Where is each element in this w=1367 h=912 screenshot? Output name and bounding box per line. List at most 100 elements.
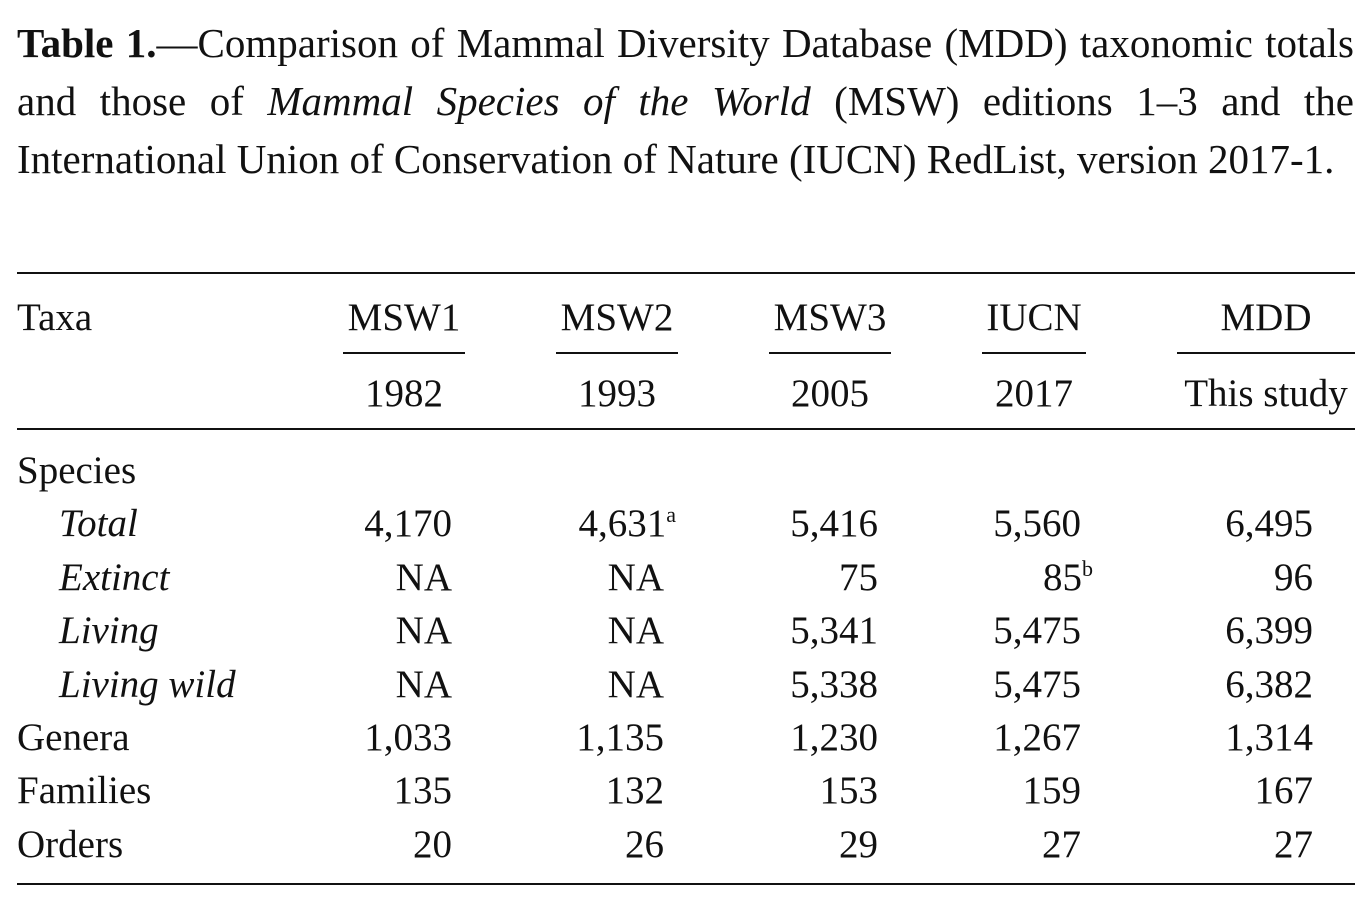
cell-value: 5,475 — [993, 662, 1081, 706]
cell-value: 1,033 — [364, 716, 452, 759]
caption-italic-title: Mammal Species of the World — [267, 78, 811, 124]
table-cell: 29 — [658, 822, 878, 868]
table-cell: 159 — [861, 768, 1082, 814]
caption-label: Table 1. — [17, 20, 157, 66]
table-cell: NA — [444, 608, 664, 654]
cell-value: 159 — [1022, 769, 1082, 813]
table-cell: NA — [444, 662, 664, 708]
cell-value: 29 — [839, 822, 878, 866]
cell-value: 96 — [1274, 555, 1313, 599]
header-taxa: Taxa — [17, 296, 93, 339]
cell-value: 85 — [1043, 555, 1082, 599]
row-label: Families — [17, 769, 152, 813]
row-label: Genera — [17, 716, 130, 759]
table-cell: 132 — [444, 768, 665, 814]
table-cell: 75 — [658, 555, 878, 601]
cell-value: 1,135 — [576, 716, 664, 759]
header-column-name: IUCN — [986, 296, 1082, 339]
table-cell: 1,135 — [444, 715, 664, 761]
cell-value: 5,341 — [790, 609, 878, 653]
cell-value: 75 — [839, 555, 878, 599]
table-cell: 85b — [873, 555, 1093, 601]
table-cell: 5,416 — [658, 501, 878, 547]
header-column-year: 2005 — [791, 372, 869, 415]
cell-value: NA — [395, 609, 452, 653]
cell-value: NA — [395, 555, 452, 599]
footnote-marker: b — [1082, 555, 1093, 581]
table-cell: 1,314 — [1093, 715, 1313, 761]
header-column-year: This study — [1184, 372, 1348, 415]
cell-value: 6,382 — [1225, 662, 1313, 706]
row-label: Extinct — [59, 555, 170, 599]
table-cell: 1,033 — [232, 715, 452, 761]
cell-value: 1,314 — [1225, 716, 1313, 759]
table-cell: 4,170 — [232, 501, 452, 547]
table-cell: 167 — [1093, 768, 1314, 814]
cell-value: NA — [607, 555, 664, 599]
table-cell: 5,475 — [861, 608, 1081, 654]
table-cell: 5,341 — [658, 608, 878, 654]
row-label: Living — [59, 609, 159, 653]
table-cell: 27 — [861, 822, 1081, 868]
table-cell: 1,267 — [861, 715, 1081, 761]
cell-value: 5,338 — [790, 662, 878, 706]
table-cell: 26 — [444, 822, 664, 868]
table-cell: 1,230 — [658, 715, 878, 761]
table-cell: 27 — [1093, 822, 1313, 868]
table-cell: 5,475 — [861, 662, 1081, 708]
cell-value: 5,475 — [993, 609, 1081, 653]
table-cell: NA — [232, 555, 452, 601]
table-top-rule — [17, 272, 1355, 274]
cell-value: 1,267 — [993, 716, 1081, 759]
table-cell: 5,338 — [658, 662, 878, 708]
table-cell: NA — [444, 555, 664, 601]
cell-value: 6,495 — [1225, 502, 1313, 546]
header-column-year: 2017 — [995, 372, 1073, 415]
cell-value: 6,399 — [1225, 609, 1313, 653]
header-column-name: MDD — [1220, 296, 1312, 339]
header-column-year: 1982 — [365, 372, 443, 415]
table-cell: NA — [232, 662, 452, 708]
header-column-name: MSW1 — [347, 296, 461, 339]
caption-dash: — — [156, 20, 198, 66]
row-label: Total — [59, 502, 138, 546]
table-cell: 96 — [1093, 555, 1313, 601]
table-cell: 20 — [232, 822, 452, 868]
header-column-name: MSW3 — [773, 296, 887, 339]
cell-value: NA — [395, 662, 452, 706]
header-column-underline — [982, 352, 1086, 354]
cell-value: NA — [607, 609, 664, 653]
cell-value: 5,560 — [993, 502, 1081, 546]
table-cell: NA — [232, 608, 452, 654]
header-column-underline — [1177, 352, 1355, 354]
header-column-underline — [769, 352, 891, 354]
cell-value: 27 — [1042, 822, 1081, 866]
cell-value: 4,170 — [364, 502, 452, 546]
table-cell: 5,560 — [861, 501, 1081, 547]
table-bottom-rule — [17, 883, 1355, 885]
cell-value: 5,416 — [790, 502, 878, 546]
caption-text-after: (MSW) editions 1–3 and the International… — [17, 78, 1354, 182]
header-column-underline — [343, 352, 465, 354]
cell-value: 26 — [625, 822, 664, 866]
table-cell: 6,399 — [1093, 608, 1313, 654]
table-caption: Table 1.—Comparison of Mammal Diversity … — [17, 14, 1354, 188]
row-label: Species — [17, 449, 137, 492]
table-header-rule — [17, 428, 1355, 430]
cell-value: 132 — [605, 769, 665, 813]
cell-value: NA — [607, 662, 664, 706]
cell-value: 1,230 — [790, 716, 878, 759]
cell-value: 4,631 — [578, 502, 667, 546]
table-cell: 6,382 — [1093, 662, 1313, 708]
header-column-underline — [556, 352, 678, 354]
cell-value: 153 — [819, 769, 879, 813]
cell-value: 135 — [393, 769, 453, 813]
row-label: Living wild — [59, 662, 236, 706]
table-cell: 135 — [232, 768, 453, 814]
cell-value: 27 — [1274, 822, 1313, 866]
cell-value: 20 — [413, 822, 452, 866]
table-cell: 153 — [658, 768, 879, 814]
footnote-marker: a — [666, 502, 676, 528]
cell-value: 167 — [1254, 769, 1314, 813]
caption-text-before: Comparison of Mammal Diversity Database … — [17, 20, 1354, 124]
